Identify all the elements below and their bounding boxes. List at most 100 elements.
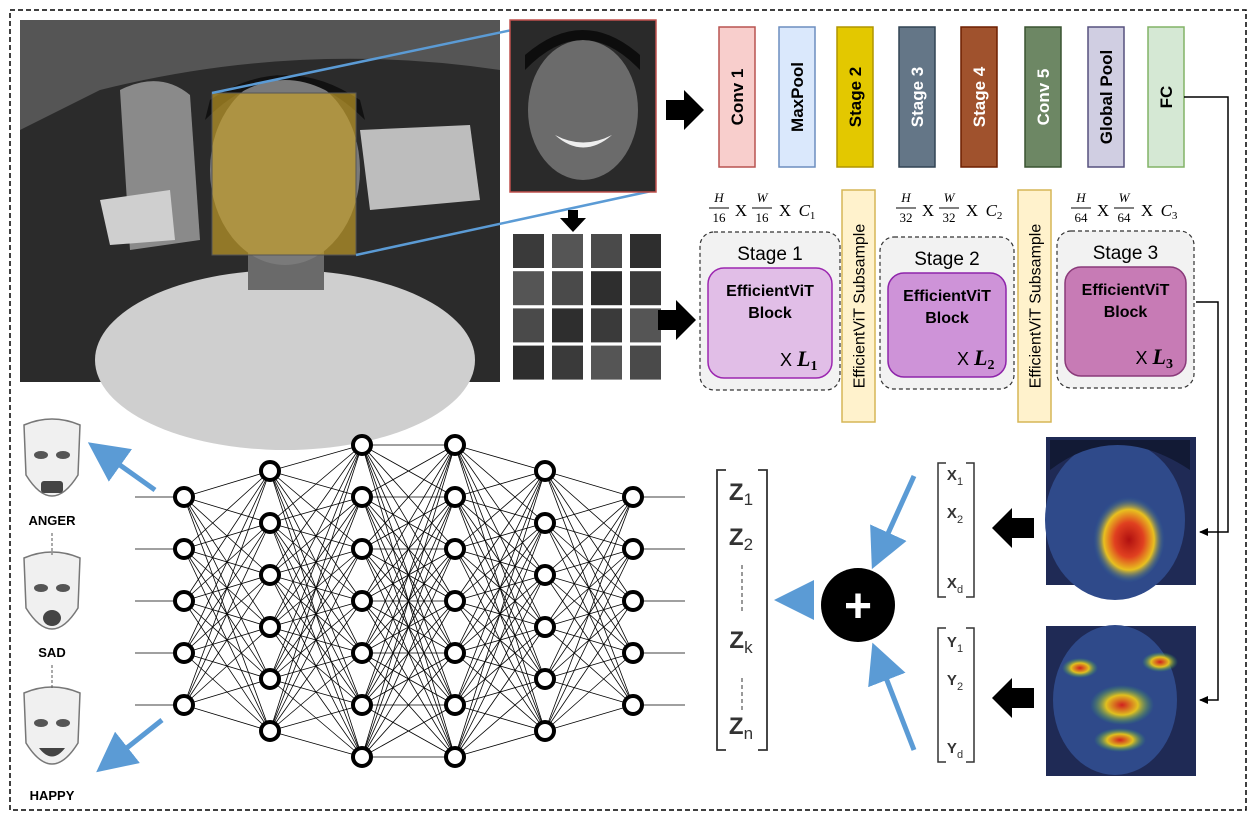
nn-edge: [269, 444, 363, 628]
nn-edge: [544, 496, 634, 576]
cnn-layer-label: Global Pool: [1097, 50, 1116, 144]
subsample-label: EfficientViT Subsample: [1028, 224, 1045, 389]
block-label-line1: EfficientViT: [726, 283, 814, 300]
nn-edge: [361, 444, 456, 550]
efficientvit-subsamples: EfficientViT Subsample EfficientViT Subsa…: [841, 189, 1052, 423]
patch: [630, 345, 661, 380]
cnn-layer-7: [1147, 26, 1185, 168]
vector-element: Zn: [729, 713, 753, 743]
face-detection-box: [211, 92, 357, 256]
efficientvit-block: [887, 272, 1007, 378]
nn-edge: [544, 600, 634, 732]
dim-h: H: [900, 190, 911, 205]
arrow-from-vit-heatmap: [992, 678, 1034, 718]
nn-node: [259, 460, 281, 482]
nn-edge: [361, 600, 456, 758]
cnn-heatmap-image: [1045, 437, 1196, 600]
nn-node: [173, 590, 195, 612]
patch: [630, 308, 661, 343]
nn-node: [444, 746, 466, 768]
mask-eye: [34, 451, 48, 459]
subsample-label: EfficientViT Subsample: [852, 224, 869, 389]
dim-w-den: 64: [1118, 210, 1132, 225]
vit-stage-title: Stage 2: [914, 249, 980, 270]
arrow-to-patches: [560, 210, 586, 232]
crop-projection-line-bottom: [355, 188, 657, 257]
nn-edge: [183, 470, 271, 654]
arrow-to-happy: [96, 718, 164, 773]
dim-w: W: [757, 190, 769, 205]
block-label-line2: Block: [1104, 304, 1148, 321]
arrow-to-cnn: [666, 90, 704, 130]
car-photo: [20, 20, 500, 450]
cnn-layer-label: Stage 4: [970, 66, 989, 127]
nn-edge: [361, 444, 456, 498]
block-repeat: X L3: [1136, 344, 1173, 372]
fused-vector-z: Z1 Z2 Zk Zn: [716, 469, 768, 751]
mask-face: [23, 686, 81, 765]
nn-edge: [183, 522, 271, 706]
vector-element: Y2: [947, 672, 963, 693]
dim-h-den: 16: [713, 210, 727, 225]
nn-edge: [183, 470, 271, 706]
nn-node: [444, 642, 466, 664]
nn-edge: [183, 626, 271, 706]
emotion-masks: ANGER SAD HAPPY: [23, 418, 81, 803]
cnn-layer-label: Conv 5: [1034, 69, 1053, 126]
patch-grid-image: [513, 234, 661, 380]
vit-stage-title: Stage 1: [737, 244, 803, 265]
nn-edge: [183, 574, 271, 706]
block-label-line2: Block: [748, 305, 792, 322]
dim-times: X: [735, 201, 747, 220]
dim-w: W: [1119, 190, 1131, 205]
nn-edge: [361, 704, 456, 758]
nn-node: [351, 642, 373, 664]
nn-edge: [454, 470, 546, 550]
nn-node: [351, 694, 373, 716]
nn-edge: [454, 444, 546, 472]
patch: [552, 234, 583, 268]
arrow-to-vit: [658, 300, 696, 340]
nn-edge: [361, 496, 456, 758]
vit-stage-title: Stage 3: [1093, 243, 1159, 264]
nn-node: [534, 512, 556, 534]
nn-edge: [269, 652, 363, 732]
cnn-backbone: Conv 1 MaxPool Stage 2 Stage 3 Stage 4 Conv 5…: [718, 26, 1185, 168]
vector-element: Xd: [947, 575, 963, 596]
nn-node: [534, 720, 556, 742]
cnn-layer-6: [1087, 26, 1125, 168]
nn-edge: [454, 730, 546, 758]
nn-edge: [183, 470, 271, 602]
block-label-line2: Block: [925, 310, 969, 327]
dim-w-den: 32: [943, 210, 956, 225]
nn-edge: [544, 652, 634, 732]
classifier-network-nodes: [173, 434, 644, 768]
nn-node: [259, 720, 281, 742]
nn-edge: [183, 470, 271, 498]
nn-edge: [454, 470, 546, 602]
emotion-label: HAPPY: [30, 788, 75, 803]
vector-element: X2: [947, 505, 963, 526]
classifier-network-edges: [135, 444, 685, 758]
nn-node: [351, 538, 373, 560]
emotion-label: ANGER: [29, 513, 77, 528]
arrow-x-to-fusion: [870, 474, 917, 570]
fusion-plus-node: +: [821, 568, 895, 642]
mask-mouth: [41, 481, 63, 493]
nn-node: [173, 538, 195, 560]
vit-heatmap-image: [1046, 625, 1196, 776]
dim-h-den: 64: [1075, 210, 1089, 225]
nn-node: [444, 538, 466, 560]
nn-edge: [183, 704, 271, 732]
nn-edge: [183, 678, 271, 706]
cnn-layer-0: [718, 26, 756, 168]
dim-times: X: [966, 201, 978, 220]
dim-times: X: [779, 201, 791, 220]
dim-w: W: [944, 190, 956, 205]
patch: [513, 345, 544, 380]
nn-edge: [269, 496, 363, 732]
efficientvit-block: [1064, 266, 1187, 377]
efficientvit-block: [707, 267, 833, 379]
nn-edge: [361, 444, 456, 654]
nn-node: [444, 434, 466, 456]
